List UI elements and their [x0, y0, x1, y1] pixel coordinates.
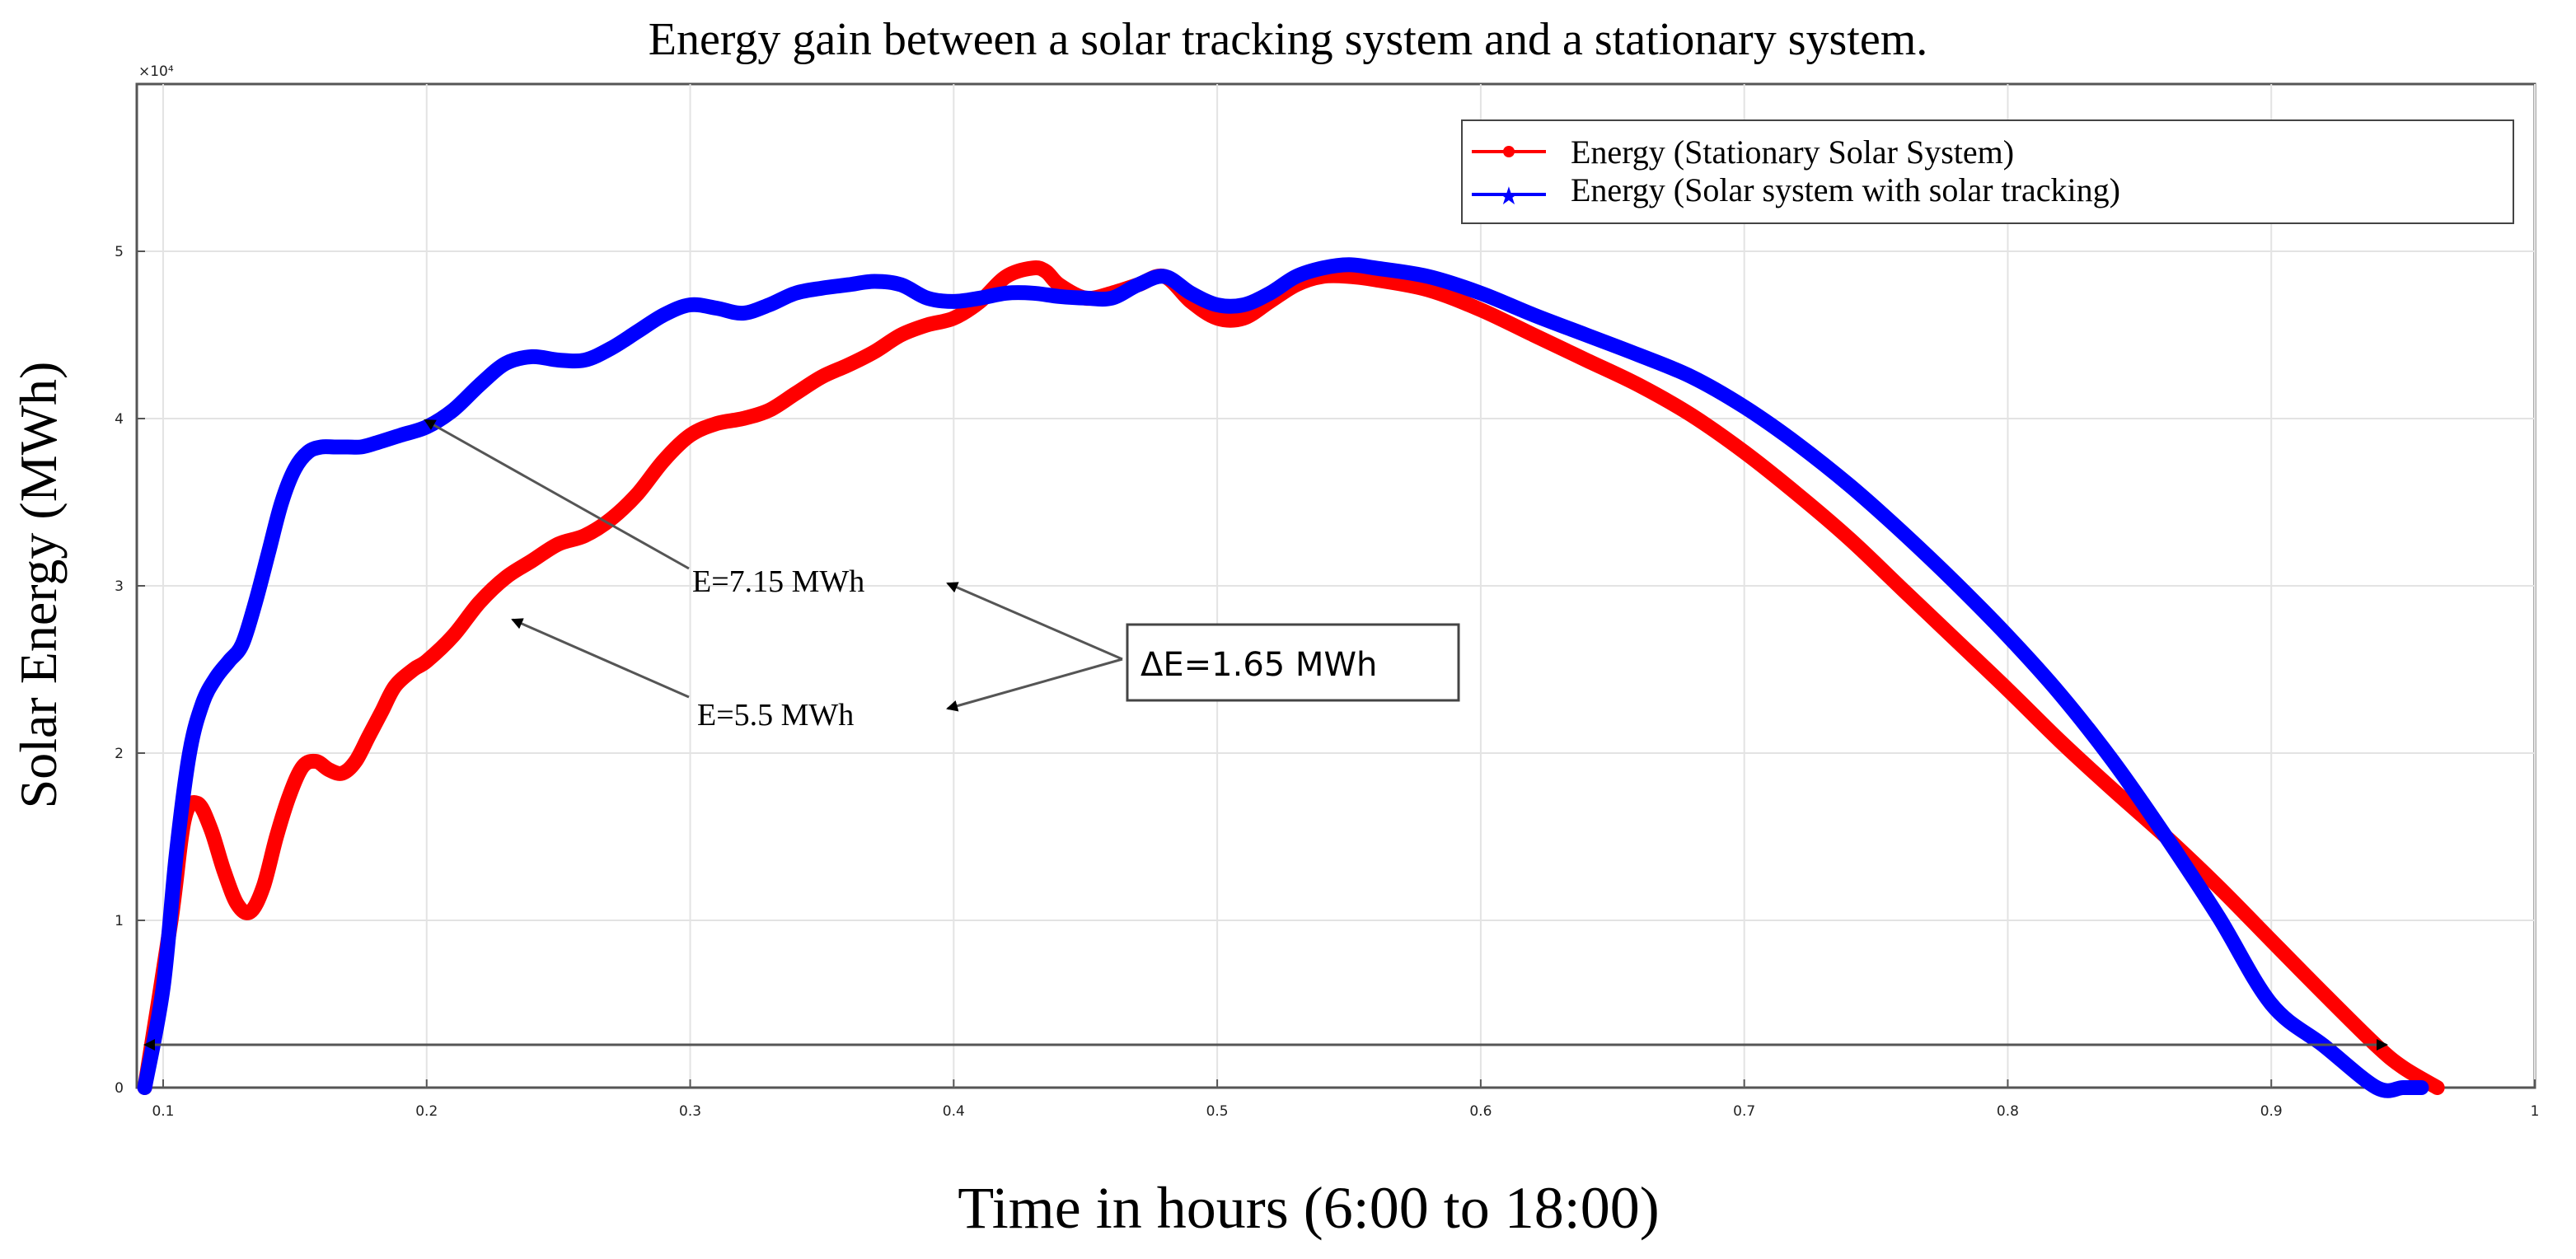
delta-arrow-upper: [946, 582, 1123, 661]
x-tick-label: 0.7: [1733, 1103, 1755, 1120]
delta-arrow-lower: [946, 658, 1123, 712]
legend-label-stationary: Energy (Stationary Solar System): [1571, 133, 2014, 171]
x-tick-label: 0.4: [943, 1103, 965, 1120]
x-tick-label: 0.9: [2260, 1103, 2283, 1120]
chart-title: Energy gain between a solar tracking sys…: [649, 14, 1928, 65]
annotation-energy-difference: ΔE=1.65 MWh: [1140, 646, 1377, 684]
legend: Energy (Stationary Solar System) ★ Energ…: [1461, 119, 2514, 224]
y-tick-label: 2: [115, 746, 124, 762]
series-line-stationary: [137, 260, 2445, 1095]
annotations: E=7.15 MWh E=5.5 MWh ΔE=1.65 MWh: [143, 419, 2388, 1051]
y-tick-label: 0: [115, 1080, 124, 1097]
y-exponent-label: ×10⁴: [138, 63, 174, 80]
x-tick-label: 0.6: [1469, 1103, 1492, 1120]
y-tick-label: 3: [115, 578, 124, 595]
x-tick-label: 0.1: [152, 1103, 174, 1120]
y-tick-label: 1: [115, 913, 124, 929]
legend-label-tracking: Energy (Solar system with solar tracking…: [1571, 171, 2120, 208]
delta-box: [1126, 623, 1460, 702]
series-group: [137, 257, 2445, 1098]
annotation-arrow-stationary-energy: [511, 618, 690, 699]
series-line-tracking: [137, 257, 2429, 1098]
x-tick-label: 1: [2531, 1103, 2540, 1120]
x-tick-label: 0.5: [1206, 1103, 1229, 1120]
legend-marker-stationary: [1503, 146, 1515, 157]
x-tick-label: 0.3: [679, 1103, 701, 1120]
tick-labels: 0.1 0.2 0.3 0.4 0.5 0.6 0.7 0.8 0.9 1 0 1 2 3 4 5: [115, 244, 2539, 1120]
legend-box: [1461, 119, 2514, 224]
y-tick-label: 5: [115, 244, 124, 260]
x-tick-label: 0.2: [415, 1103, 438, 1120]
annotation-tracking-energy: E=7.15 MWh: [692, 564, 864, 599]
x-tick-label: 0.8: [1997, 1103, 2019, 1120]
annotation-arrow-tracking-energy: [424, 419, 690, 570]
y-axis-label: Solar Energy (MWh): [9, 362, 68, 809]
x-axis-label: Time in hours (6:00 to 18:00): [958, 1175, 1659, 1241]
annotation-stationary-energy: E=5.5 MWh: [697, 698, 854, 732]
legend-marker-tracking: ★: [1498, 182, 1520, 211]
y-tick-label: 4: [115, 411, 124, 428]
